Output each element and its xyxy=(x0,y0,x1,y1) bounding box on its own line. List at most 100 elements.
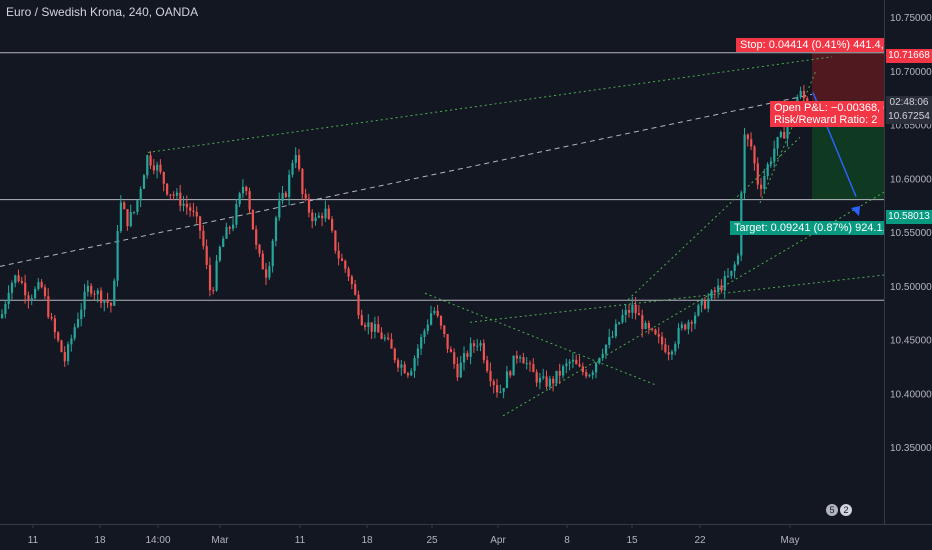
candle-body xyxy=(334,230,337,251)
emoji-badge-2[interactable]: 2 xyxy=(840,504,852,516)
time-tick-label: 25 xyxy=(426,535,438,546)
candle-body xyxy=(268,266,271,278)
candle-body xyxy=(218,246,221,261)
candle-body xyxy=(684,324,687,330)
countdown-tag: 02:48:06 xyxy=(886,96,932,110)
candle-body xyxy=(723,276,726,291)
candle-body xyxy=(235,204,238,225)
candle-body xyxy=(311,212,314,222)
candle-body xyxy=(532,364,535,373)
risk-reward-label[interactable]: Risk/Reward Ratio: 2 xyxy=(770,113,884,127)
candle-body xyxy=(169,194,172,196)
emoji-badge-1[interactable]: 5 xyxy=(826,504,838,516)
price-tick-label: 10.75000 xyxy=(890,13,932,24)
candle-body xyxy=(736,255,740,265)
time-tick-label: 18 xyxy=(361,535,373,546)
price-tick-label: 10.70000 xyxy=(890,67,932,78)
candle-body xyxy=(753,146,756,164)
candle-body xyxy=(367,322,370,327)
candle-body xyxy=(136,200,139,212)
candle-body xyxy=(360,315,363,326)
candle-body xyxy=(614,323,617,337)
candle-body xyxy=(680,324,683,329)
price-tick-label: 10.35000 xyxy=(890,443,932,454)
candle-body xyxy=(555,370,558,384)
candle-body xyxy=(189,207,192,211)
dashed-trendline xyxy=(0,93,813,267)
candle-body xyxy=(515,355,518,359)
candle-body xyxy=(703,300,707,309)
candle-body xyxy=(27,295,30,301)
candle-body xyxy=(156,164,159,171)
candle-body xyxy=(558,370,561,376)
candle-body xyxy=(657,334,660,337)
candle-body xyxy=(90,285,93,294)
candle-body xyxy=(436,310,439,316)
candle-body xyxy=(654,329,657,335)
candle-body xyxy=(634,304,637,314)
stop-label[interactable]: Stop: 0.04414 (0.41%) 441.4, xyxy=(736,38,884,52)
candle-body xyxy=(100,290,103,303)
candle-body xyxy=(416,348,419,359)
candle-body xyxy=(215,260,218,291)
candle-body xyxy=(14,275,17,284)
candle-body xyxy=(86,285,89,292)
time-tick-label: May xyxy=(781,535,800,546)
time-tick-label: 14:00 xyxy=(145,535,170,546)
candle-body xyxy=(697,305,700,316)
candle-body xyxy=(228,227,231,229)
candle-body xyxy=(347,268,350,277)
candle-body xyxy=(387,337,390,340)
candle-body xyxy=(225,227,228,239)
candle-body xyxy=(760,184,763,189)
candle-body xyxy=(519,357,522,359)
candle-body xyxy=(70,338,73,345)
candle-body xyxy=(446,334,449,350)
candle-body xyxy=(67,344,70,362)
candle-body xyxy=(57,332,60,341)
candle-body xyxy=(802,90,806,99)
time-tick-label: Apr xyxy=(490,535,506,546)
candle-body xyxy=(403,364,406,374)
dotted-trendline xyxy=(502,191,885,417)
candle-body xyxy=(529,363,532,365)
candle-body xyxy=(274,217,278,241)
candle-body xyxy=(103,300,106,303)
candle-body xyxy=(139,188,142,201)
candle-body xyxy=(568,361,571,364)
stop-price-tag: 10.71668 xyxy=(886,49,932,63)
candle-body xyxy=(93,293,96,295)
candle-body xyxy=(453,352,456,364)
candle-body xyxy=(142,175,146,189)
candle-body xyxy=(410,370,413,376)
dotted-trendline xyxy=(469,274,885,323)
candle-body xyxy=(182,203,185,206)
candle-body xyxy=(717,285,720,293)
candle-body xyxy=(463,353,466,363)
time-tick-label: 11 xyxy=(28,535,39,546)
candle-body xyxy=(720,285,723,291)
candle-body xyxy=(406,373,410,376)
candle-body xyxy=(433,310,436,314)
candle-body xyxy=(565,363,568,367)
candle-body xyxy=(522,357,525,364)
candle-body xyxy=(241,186,245,194)
candle-body xyxy=(585,372,588,377)
candle-body xyxy=(571,359,575,362)
target-label[interactable]: Target: 0.09241 (0.87%) 924.1, xyxy=(730,221,884,235)
time-tick-label: 11 xyxy=(295,535,306,546)
candle-body xyxy=(472,343,476,347)
candle-body xyxy=(769,161,773,165)
candle-body xyxy=(466,353,469,357)
time-tick-label: Mar xyxy=(211,535,229,546)
candle-body xyxy=(291,162,294,175)
candle-body xyxy=(314,217,317,222)
candle-body xyxy=(727,275,730,277)
candle-body xyxy=(251,209,254,230)
candle-body xyxy=(644,322,647,329)
candle-body xyxy=(604,344,608,354)
chart-title: Euro / Swedish Krona, 240, OANDA xyxy=(6,5,199,19)
candle-body xyxy=(502,388,505,392)
open-pl-label[interactable]: Open P&L: −0.00368, C xyxy=(770,101,884,115)
